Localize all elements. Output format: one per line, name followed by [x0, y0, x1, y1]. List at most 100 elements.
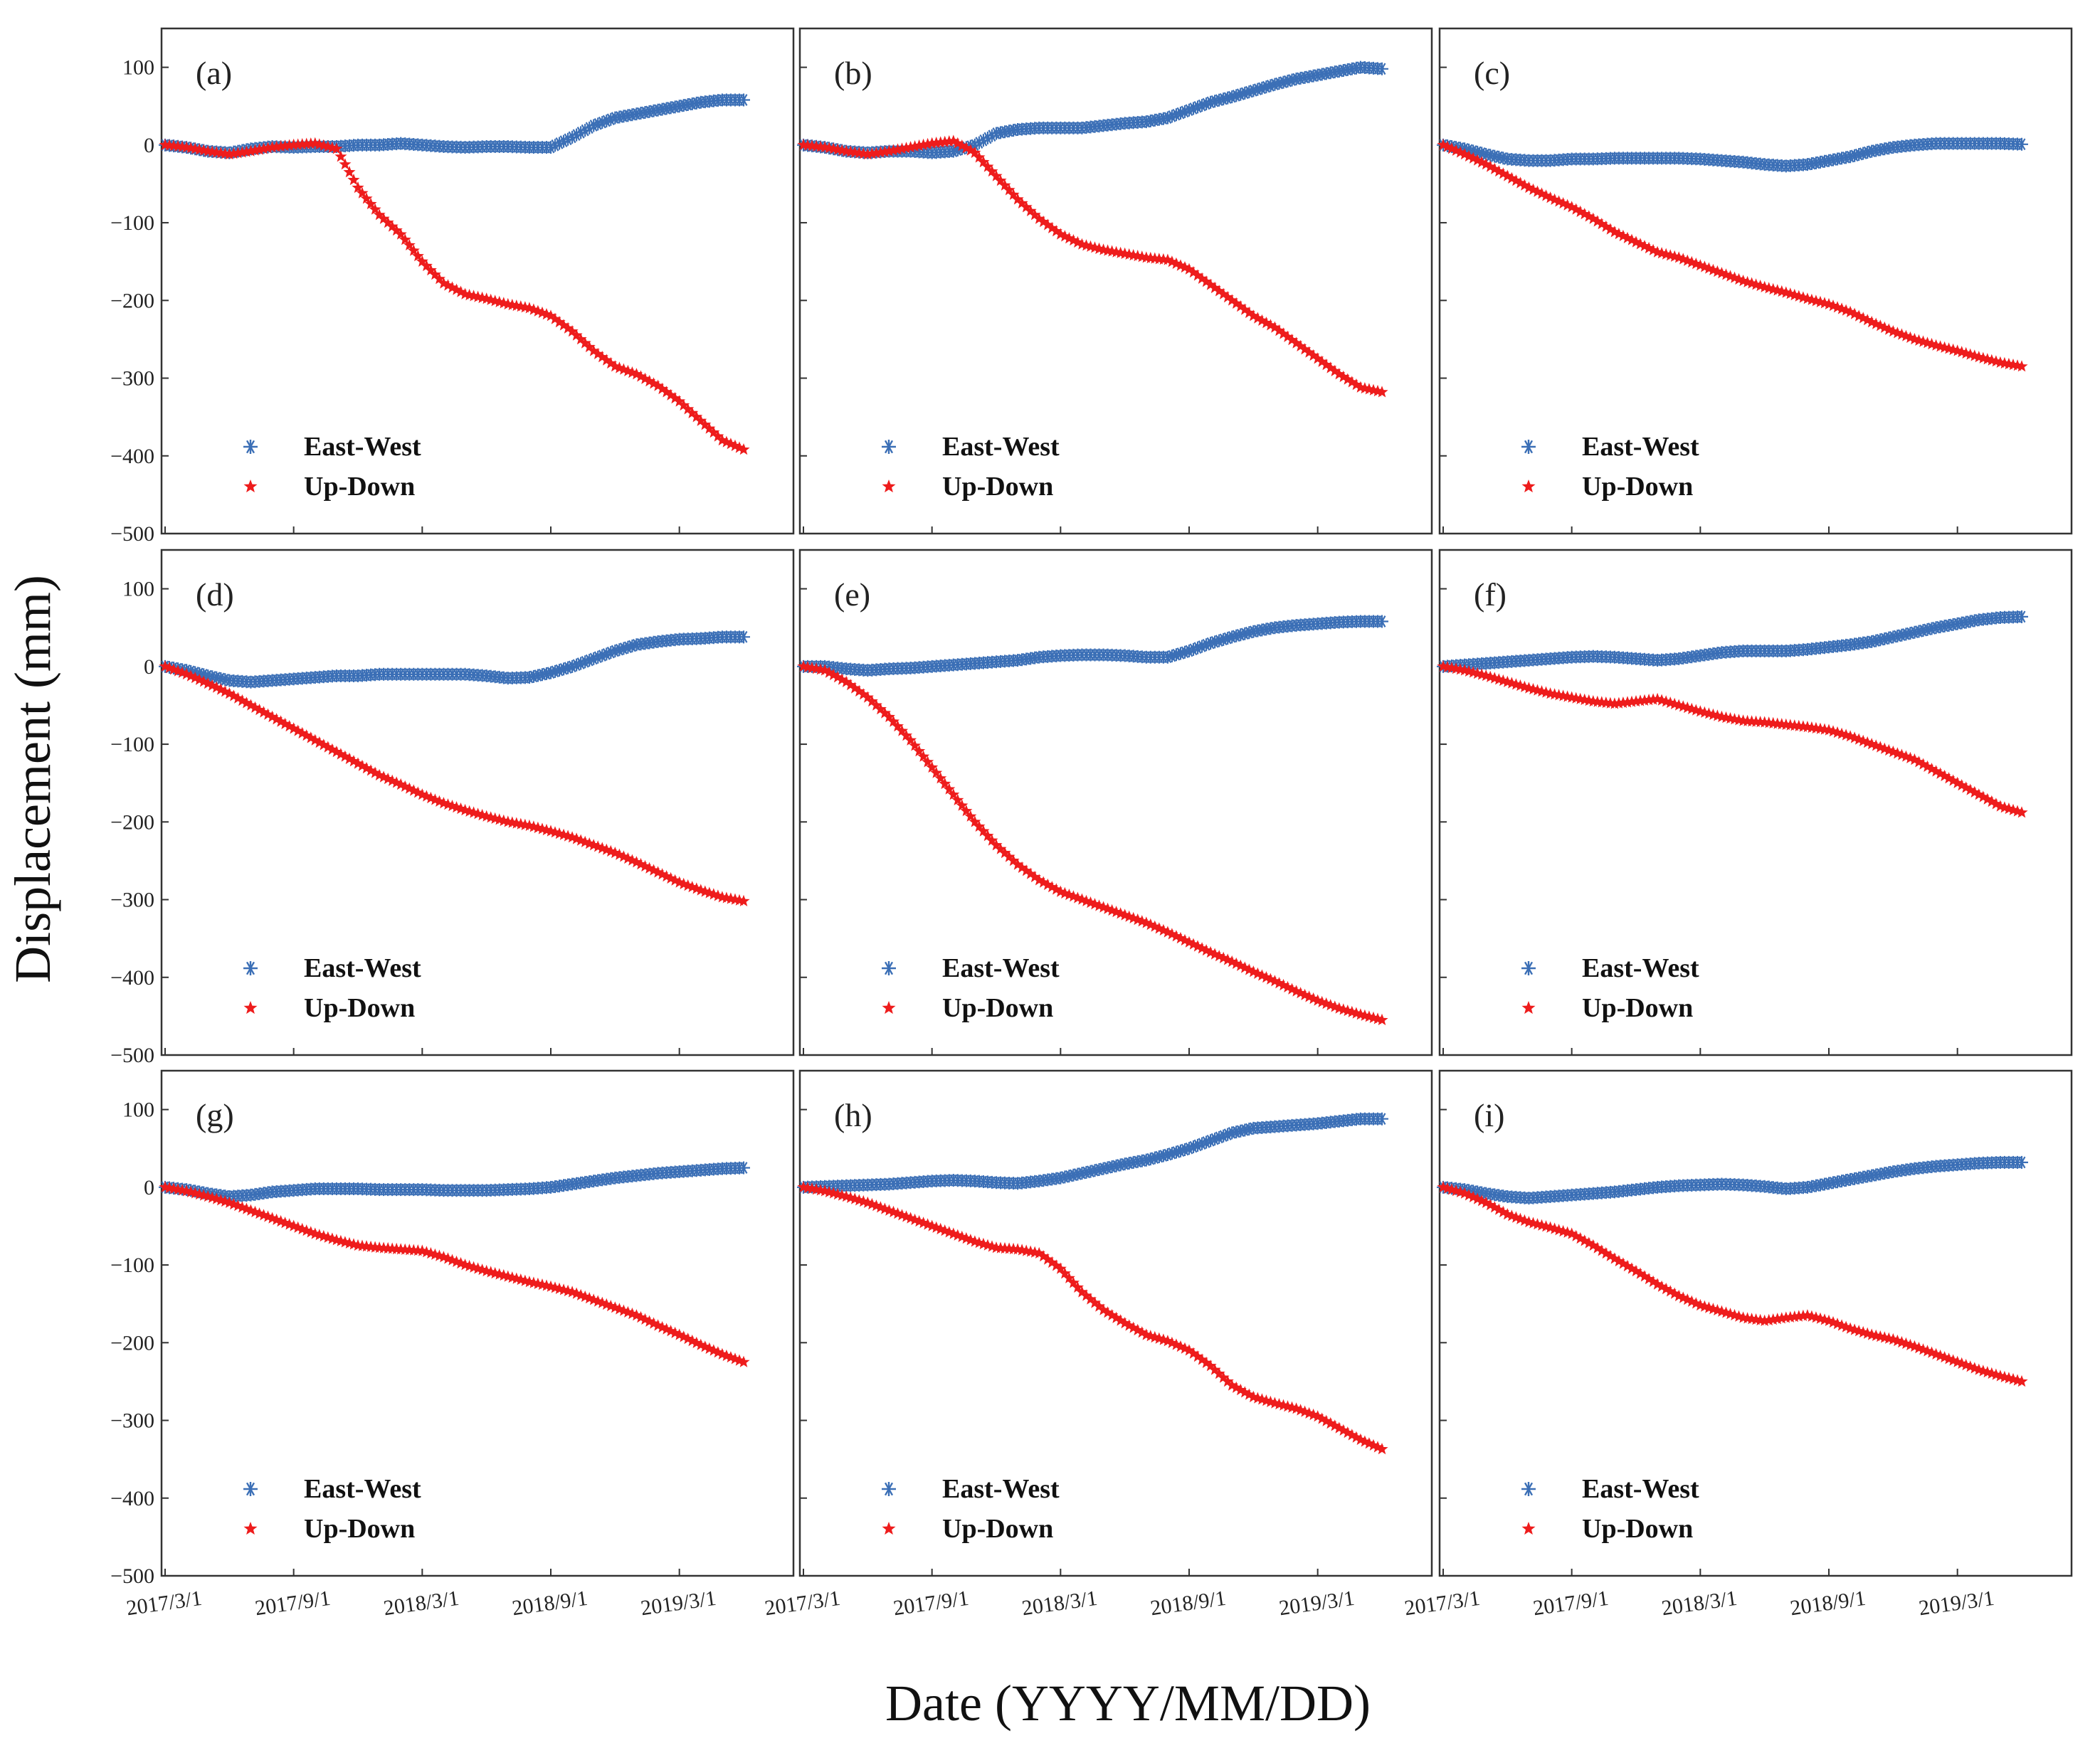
legend: East-West Up-Down: [1521, 953, 1699, 1023]
ud-point: [1166, 928, 1178, 940]
ew-point: [1221, 91, 1235, 105]
ud-point: [1294, 1404, 1307, 1416]
ud-point: [1050, 225, 1062, 237]
ud-point: [1715, 267, 1728, 279]
ud-point: [1376, 1013, 1388, 1026]
ud-point: [1947, 1354, 1960, 1366]
ud-point: [1647, 1275, 1660, 1287]
ud-point: [1822, 1314, 1835, 1326]
ud-point: [1050, 1259, 1062, 1271]
ud-point: [1067, 234, 1080, 246]
ud-point: [1664, 1285, 1677, 1297]
ud-point: [587, 1293, 600, 1305]
ud-point: [1475, 1194, 1488, 1207]
ew-point: [946, 144, 960, 158]
y-tick-label: 100: [122, 578, 154, 601]
ud-point: [1376, 1443, 1388, 1455]
ud-point: [1591, 1241, 1604, 1254]
ud-point: [1458, 1187, 1471, 1199]
ud-point: [347, 755, 360, 767]
ud-point: [1225, 955, 1238, 968]
ud-point: [283, 1218, 296, 1230]
ud-point: [1080, 894, 1092, 906]
ud-point: [1251, 312, 1264, 324]
ud-point: [729, 439, 742, 452]
ud-point: [570, 1287, 583, 1299]
ew-point: [1204, 637, 1218, 650]
ud-point: [1268, 975, 1281, 987]
y-tick-label: −500: [110, 1044, 154, 1067]
ud-point: [1591, 215, 1604, 227]
ud-point: [373, 208, 386, 221]
ud-point: [270, 713, 283, 725]
ud-point: [1089, 898, 1102, 910]
ud-point: [283, 139, 296, 151]
ud-point: [540, 308, 553, 320]
x-tick-label: 2017/3/1: [125, 1586, 204, 1621]
series-up-down: [797, 134, 1388, 398]
ud-point: [1058, 230, 1071, 242]
ew-point: [1497, 152, 1510, 165]
ud-point: [1895, 328, 1908, 340]
ud-point: [1831, 1318, 1844, 1330]
ud-point: [1484, 160, 1497, 172]
ud-point: [210, 681, 223, 693]
ud-point: [579, 1290, 591, 1303]
ud-point: [1350, 1431, 1363, 1443]
ud-point: [1307, 992, 1320, 1005]
ew-point: [1916, 624, 1930, 637]
series-up-down: [1437, 659, 2028, 818]
ud-point: [1501, 1208, 1514, 1220]
ud-point: [326, 743, 339, 755]
ud-point: [669, 391, 682, 404]
ud-point: [445, 1254, 458, 1266]
ud-point: [660, 386, 673, 398]
ud-point: [1119, 1317, 1131, 1329]
ud-point: [1887, 325, 1899, 337]
ud-point: [1020, 864, 1033, 876]
y-tick-label: 0: [144, 655, 154, 679]
ew-point: [1183, 103, 1196, 117]
legend-ud-marker: [1521, 480, 1536, 493]
ud-point: [549, 312, 561, 324]
ud-point: [1007, 188, 1020, 200]
ud-point: [904, 141, 917, 153]
ew-point: [1865, 635, 1879, 648]
ud-point: [1458, 148, 1471, 160]
ud-point: [424, 791, 437, 804]
ud-point: [1595, 218, 1608, 230]
ew-point: [1084, 1165, 1097, 1178]
ud-point: [848, 682, 861, 694]
ud-point: [870, 1199, 882, 1212]
ud-point: [1857, 734, 1869, 746]
ew-point: [604, 112, 618, 126]
ud-point: [638, 859, 651, 872]
ud-point: [695, 414, 707, 426]
ud-point: [1282, 980, 1294, 992]
ud-point: [1329, 1419, 1341, 1431]
ud-point: [1170, 1338, 1183, 1350]
ud-point: [1630, 1264, 1642, 1277]
ud-point: [634, 1310, 647, 1323]
ud-point: [1234, 959, 1247, 971]
ud-point: [1780, 1311, 1793, 1323]
ew-point: [544, 666, 557, 679]
ud-point: [1518, 1214, 1531, 1227]
ud-point: [377, 212, 390, 224]
legend-ew-marker: [882, 1482, 896, 1496]
ud-point: [1840, 304, 1852, 316]
ud-point: [934, 1222, 947, 1235]
ud-point: [1299, 988, 1312, 1000]
ud-point: [2015, 360, 2028, 372]
ud-point: [1926, 1346, 1938, 1358]
ud-point: [197, 675, 210, 687]
ud-point: [1157, 923, 1170, 936]
x-tick-label: 2017/9/1: [253, 1586, 332, 1621]
ud-point: [677, 1330, 690, 1342]
ud-point: [1097, 901, 1110, 913]
ud-point: [1200, 1356, 1213, 1368]
ew-point: [1097, 1162, 1110, 1175]
ud-point: [1071, 1281, 1084, 1293]
ud-point: [266, 141, 279, 153]
ud-point: [275, 1214, 287, 1227]
